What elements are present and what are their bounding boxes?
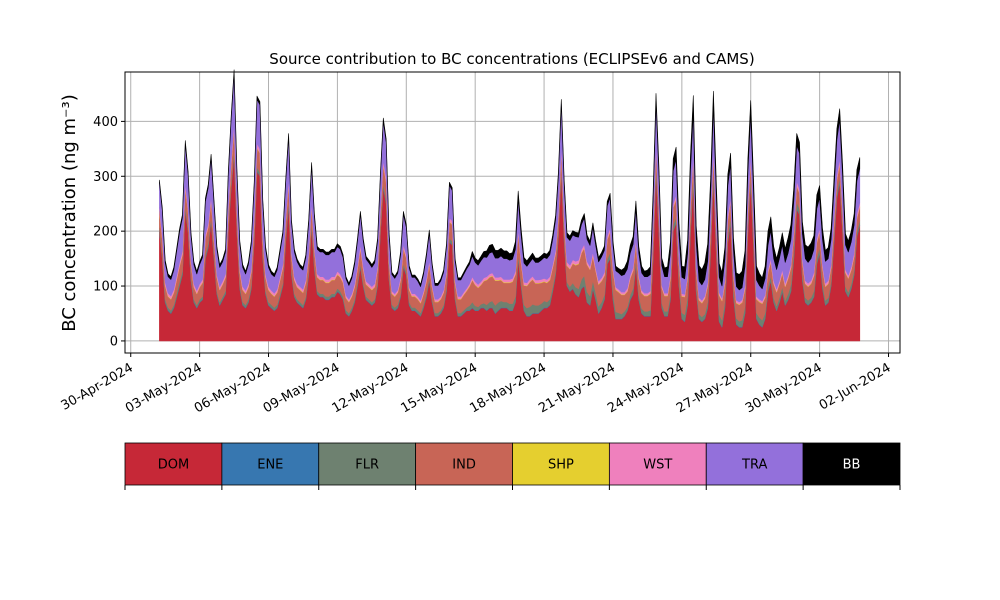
- y-tick-label: 200: [93, 225, 118, 240]
- legend-swatch-flr: [318, 442, 417, 486]
- chart-title: Source contribution to BC concentrations…: [269, 50, 754, 68]
- plot-frame: [124, 71, 901, 354]
- x-axis: 30-Apr-202403-May-202406-May-202409-May-…: [59, 353, 894, 416]
- y-axis-label: BC concentration (ng m⁻³): [59, 94, 80, 332]
- legend-label: IND: [452, 458, 476, 473]
- x-tick-label: 06-May-2024: [192, 360, 274, 416]
- legend-swatch-ene: [221, 442, 320, 486]
- x-tick-label: 02-Jun-2024: [817, 360, 894, 413]
- y-tick-label: 0: [110, 334, 118, 349]
- legend-label: SHP: [548, 458, 574, 473]
- legend-label: ENE: [257, 458, 283, 473]
- y-tick-label: 400: [93, 115, 118, 130]
- legend: DOM ENE FLR IND SHP WST TRA BB: [124, 442, 901, 490]
- x-tick-label: 15-May-2024: [399, 360, 481, 416]
- legend-label: DOM: [158, 458, 189, 473]
- x-tick-label: 21-May-2024: [536, 360, 618, 416]
- area-bb: [159, 69, 861, 291]
- x-tick-label: 12-May-2024: [330, 360, 412, 416]
- x-tick-label: 03-May-2024: [123, 360, 205, 416]
- y-tick-label: 300: [93, 170, 118, 185]
- x-tick-label: 18-May-2024: [467, 360, 549, 416]
- legend-label: TRA: [741, 458, 767, 473]
- legend-swatch-tra: [705, 442, 804, 486]
- x-tick-label: 27-May-2024: [674, 360, 756, 416]
- x-tick-label: 09-May-2024: [261, 360, 343, 416]
- x-tick-label: 24-May-2024: [605, 360, 687, 416]
- legend-label: BB: [843, 458, 861, 473]
- legend-label: WST: [643, 458, 672, 473]
- legend-swatch-shp: [512, 442, 610, 486]
- y-tick-label: 100: [93, 280, 118, 295]
- y-axis: 0 100 200 300 400: [93, 115, 125, 349]
- legend-swatch-wst: [608, 442, 707, 486]
- stacked-areas: [159, 69, 861, 342]
- legend-swatch-bb: [802, 442, 901, 486]
- legend-swatch-ind: [415, 442, 513, 486]
- legend-label: FLR: [355, 458, 379, 473]
- x-tick-label: 30-May-2024: [743, 360, 825, 416]
